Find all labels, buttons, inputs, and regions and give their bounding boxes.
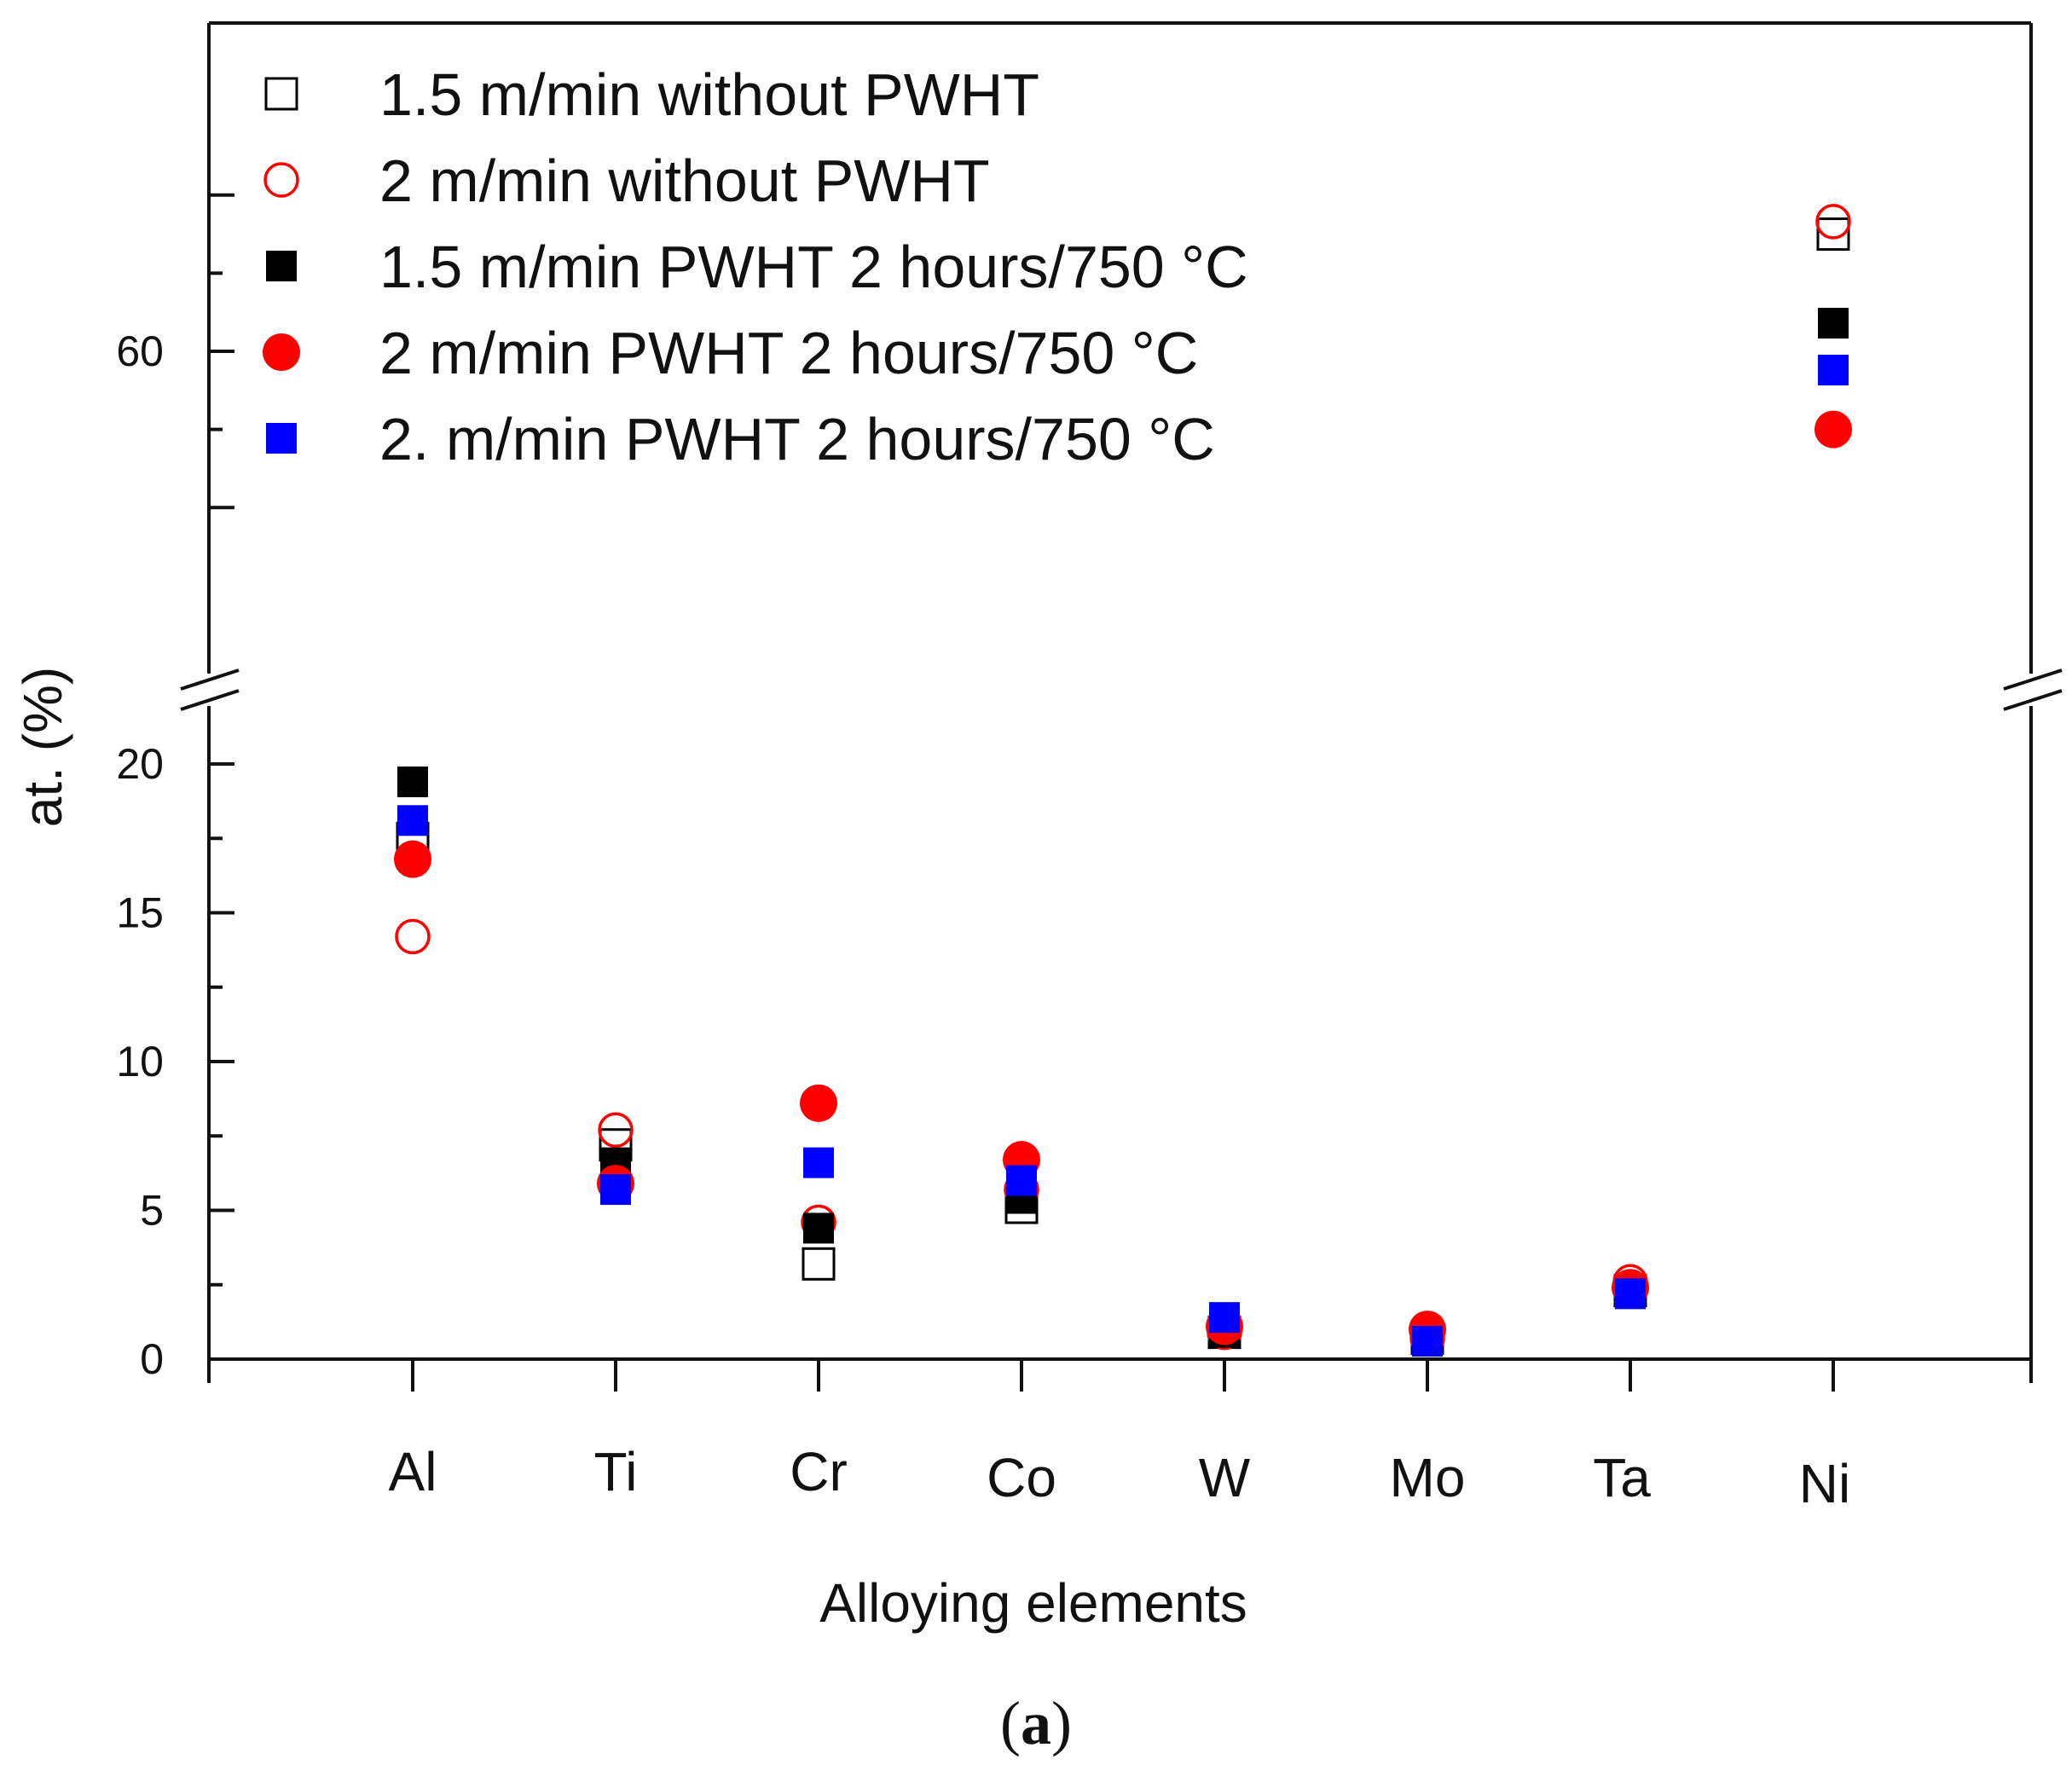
point-cr-series1 xyxy=(802,1247,836,1281)
y-tick-label: 60 xyxy=(116,327,164,375)
axis-break-mark xyxy=(2003,668,2063,691)
legend-label-series3: 1.5 m/min PWHT 2 hours/750 °C xyxy=(379,234,1248,300)
x-axis-title: Alloying elements xyxy=(819,1572,1247,1634)
y-tick-label: 15 xyxy=(116,889,164,937)
legend-marker-series5 xyxy=(266,423,297,454)
axis-break-mark xyxy=(2003,689,2063,711)
axis-break-mark xyxy=(180,668,240,691)
y-tick-label: 5 xyxy=(140,1187,164,1235)
x-tick-label-ni: Ni xyxy=(1799,1453,1850,1514)
x-ticks: Al Ti Cr Co W Mo Ta Ni xyxy=(207,1359,2033,1514)
legend-marker-series4 xyxy=(263,333,300,371)
plot-frame xyxy=(180,21,2063,1361)
legend-label-series2: 2 m/min without PWHT xyxy=(379,148,990,214)
point-ti-series5 xyxy=(600,1174,631,1206)
point-cr-series4 xyxy=(800,1084,837,1122)
caption-close-paren: ) xyxy=(1051,1689,1072,1757)
legend-label-series5: 2. m/min PWHT 2 hours/750 °C xyxy=(379,406,1215,472)
y-tick-label: 20 xyxy=(116,740,164,788)
point-ti-series2 xyxy=(598,1112,634,1149)
x-tick-label-ti: Ti xyxy=(594,1441,638,1502)
x-tick-label-cr: Cr xyxy=(790,1441,848,1502)
y-tick-label: 0 xyxy=(140,1335,164,1383)
point-co-series5 xyxy=(1006,1165,1037,1196)
x-tick-label-al: Al xyxy=(389,1441,437,1502)
point-mo-series5 xyxy=(1412,1326,1443,1357)
point-al-series3 xyxy=(397,766,428,797)
x-tick-label-mo: Mo xyxy=(1390,1447,1466,1508)
legend-label-series1: 1.5 m/min without PWHT xyxy=(379,61,1039,128)
point-ni-series2 xyxy=(1815,204,1851,240)
point-al-series5 xyxy=(397,805,428,836)
point-al-series4 xyxy=(394,840,431,878)
legend-marker-series1 xyxy=(264,77,298,111)
y-ticks: 0 5 10 15 20 60 xyxy=(116,193,234,1383)
caption-open-paren: ( xyxy=(1000,1689,1021,1757)
point-ta-series5 xyxy=(1615,1278,1646,1310)
x-tick-label-w: W xyxy=(1199,1447,1251,1508)
point-ni-series5 xyxy=(1818,354,1849,385)
figure-caption: (a) xyxy=(1000,1689,1072,1757)
axis-break-mark xyxy=(180,689,240,711)
legend-marker-series2 xyxy=(263,162,299,198)
x-tick-label-co: Co xyxy=(987,1447,1056,1508)
legend: 1.5 m/min without PWHT 2 m/min without PW… xyxy=(263,61,1248,472)
point-cr-series5 xyxy=(803,1147,834,1178)
x-tick-label-ta: Ta xyxy=(1593,1447,1651,1508)
y-axis-title: at. (%) xyxy=(12,667,73,827)
point-cr-series3 xyxy=(803,1212,834,1244)
point-ni-series3 xyxy=(1818,308,1849,339)
point-al-series2 xyxy=(395,918,431,955)
data-points xyxy=(394,204,1852,1357)
point-ni-series1 xyxy=(1816,217,1850,252)
legend-label-series4: 2 m/min PWHT 2 hours/750 °C xyxy=(379,320,1198,386)
legend-marker-series3 xyxy=(266,251,297,281)
y-tick-label: 10 xyxy=(116,1038,164,1085)
caption-letter: a xyxy=(1021,1689,1051,1757)
point-w-series5 xyxy=(1209,1302,1240,1334)
point-ni-series4 xyxy=(1814,410,1852,448)
